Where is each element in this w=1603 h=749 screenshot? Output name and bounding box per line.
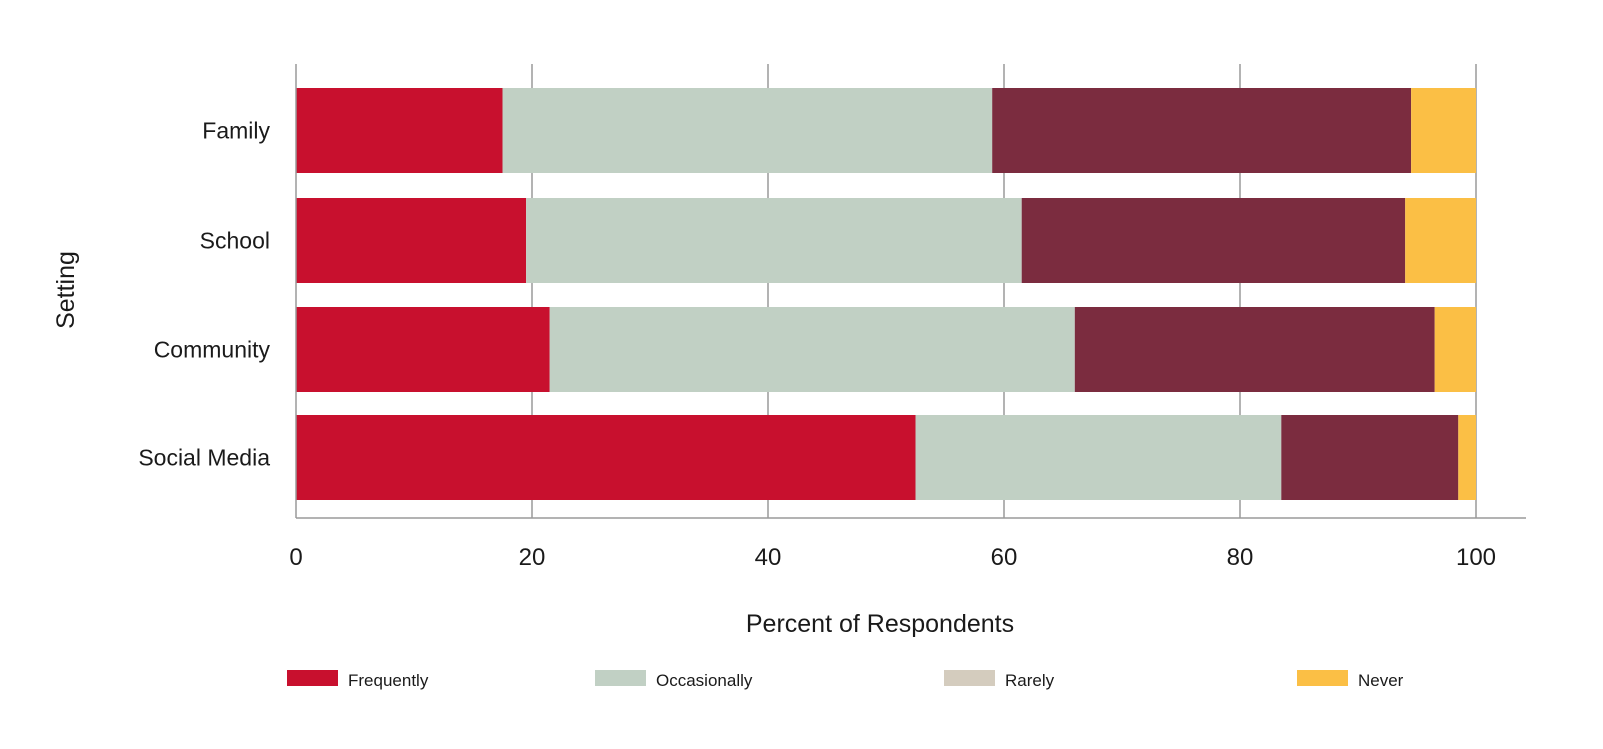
x-axis-title: Percent of Respondents <box>746 610 1014 638</box>
legend-swatch-rarely <box>944 670 995 686</box>
bar-community-rarely <box>1074 307 1435 392</box>
bar-family-never <box>1411 88 1476 173</box>
x-tick-label-40: 40 <box>755 544 782 571</box>
bar-family-frequently <box>296 88 503 173</box>
legend-label-frequently: Frequently <box>348 671 429 690</box>
bar-school-rarely <box>1021 198 1406 283</box>
legend-swatch-occasionally <box>595 670 646 686</box>
bar-family-rarely <box>992 88 1412 173</box>
bar-social-media-never <box>1458 415 1476 500</box>
bar-social-media-frequently <box>296 415 916 500</box>
bar-school-occasionally <box>526 198 1022 283</box>
x-tick-label-0: 0 <box>289 544 302 571</box>
legend: Frequently Occasionally Rarely Never <box>287 670 1404 690</box>
legend-label-rarely: Rarely <box>1005 671 1055 690</box>
category-label-community: Community <box>154 337 271 363</box>
legend-swatch-frequently <box>287 670 338 686</box>
x-tick-label-100: 100 <box>1456 544 1496 571</box>
y-axis-title: Setting <box>52 251 80 329</box>
legend-label-occasionally: Occasionally <box>656 671 753 690</box>
x-tick-label-60: 60 <box>991 544 1018 571</box>
category-label-social-media: Social Media <box>138 445 270 471</box>
axes <box>295 64 1526 519</box>
bar-social-media-rarely <box>1281 415 1459 500</box>
bar-community-never <box>1434 307 1476 392</box>
bar-social-media-occasionally <box>915 415 1282 500</box>
category-label-school: School <box>200 228 270 254</box>
x-tick-label-20: 20 <box>519 544 546 571</box>
legend-label-never: Never <box>1358 671 1404 690</box>
category-label-family: Family <box>202 118 270 144</box>
x-tick-label-80: 80 <box>1227 544 1254 571</box>
category-labels: Family School Community Social Media <box>138 118 270 471</box>
bars <box>296 88 1476 500</box>
bar-family-occasionally <box>502 88 993 173</box>
bar-school-never <box>1405 198 1476 283</box>
bar-community-frequently <box>296 307 550 392</box>
bar-community-occasionally <box>549 307 1075 392</box>
x-tick-labels: 0 20 40 60 80 100 <box>289 544 1496 571</box>
legend-swatch-never <box>1297 670 1348 686</box>
bar-school-frequently <box>296 198 527 283</box>
